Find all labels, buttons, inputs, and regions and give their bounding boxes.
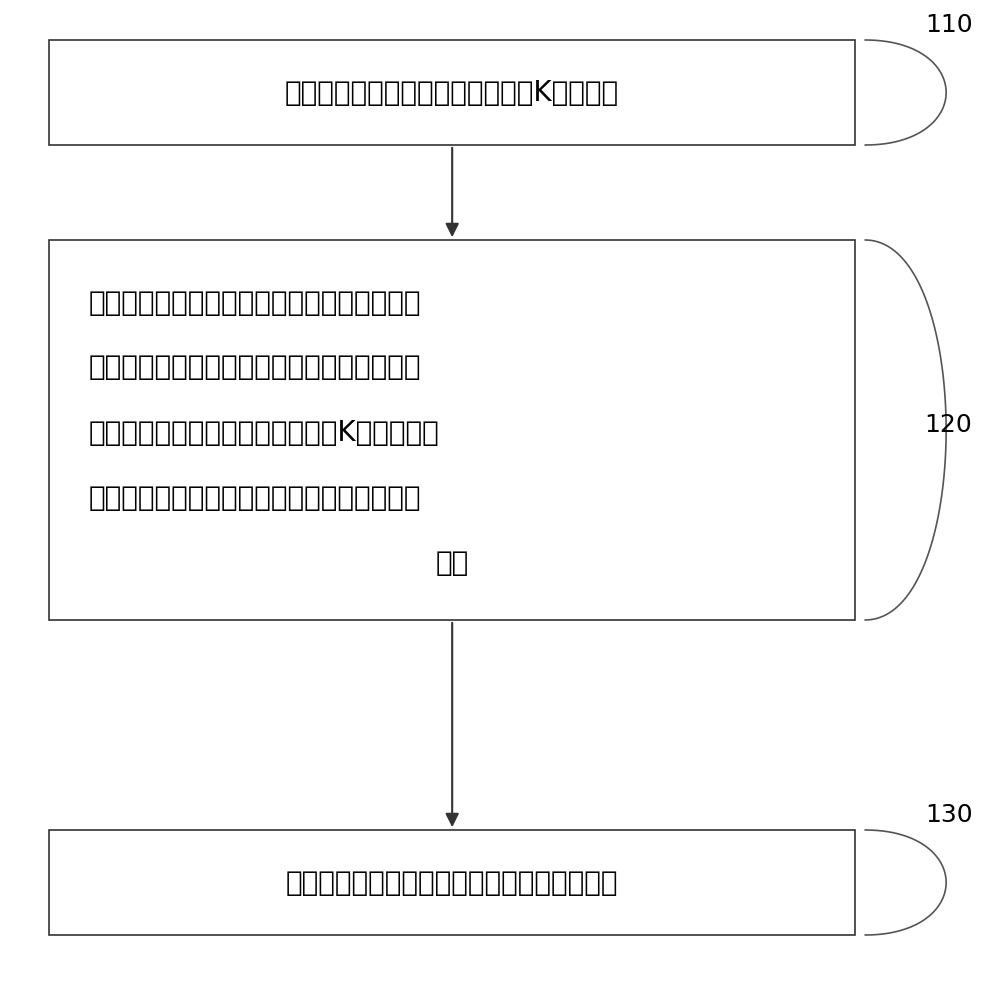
- Text: 130: 130: [925, 803, 972, 827]
- Bar: [49, 240, 855, 620]
- Text: 矩阵: 矩阵: [435, 548, 469, 576]
- Text: 基于磁共振弥散加权成像模型和采样噪声的高: 基于磁共振弥散加权成像模型和采样噪声的高: [88, 288, 421, 316]
- Text: 基于去噪后的弥散张量矩阵，获得弥散参数图: 基于去噪后的弥散张量矩阵，获得弥散参数图: [286, 868, 618, 896]
- Text: 110: 110: [925, 13, 972, 37]
- Text: 获取磁共振弥散加权图像所对应的K空间数据: 获取磁共振弥散加权图像所对应的K空间数据: [285, 79, 619, 106]
- Text: 斯分布性质，利用弥散相对各向异性的稀疏性: 斯分布性质，利用弥散相对各向异性的稀疏性: [88, 353, 421, 381]
- Text: 得每一个空间位置所对应的去噪后的弥散张量: 得每一个空间位置所对应的去噪后的弥散张量: [88, 484, 421, 512]
- Bar: [49, 830, 855, 935]
- Bar: [49, 40, 855, 145]
- Text: ，采用最大后验概率估计的方法由K空间数据获: ，采用最大后验概率估计的方法由K空间数据获: [88, 418, 439, 446]
- Text: 120: 120: [925, 413, 972, 437]
